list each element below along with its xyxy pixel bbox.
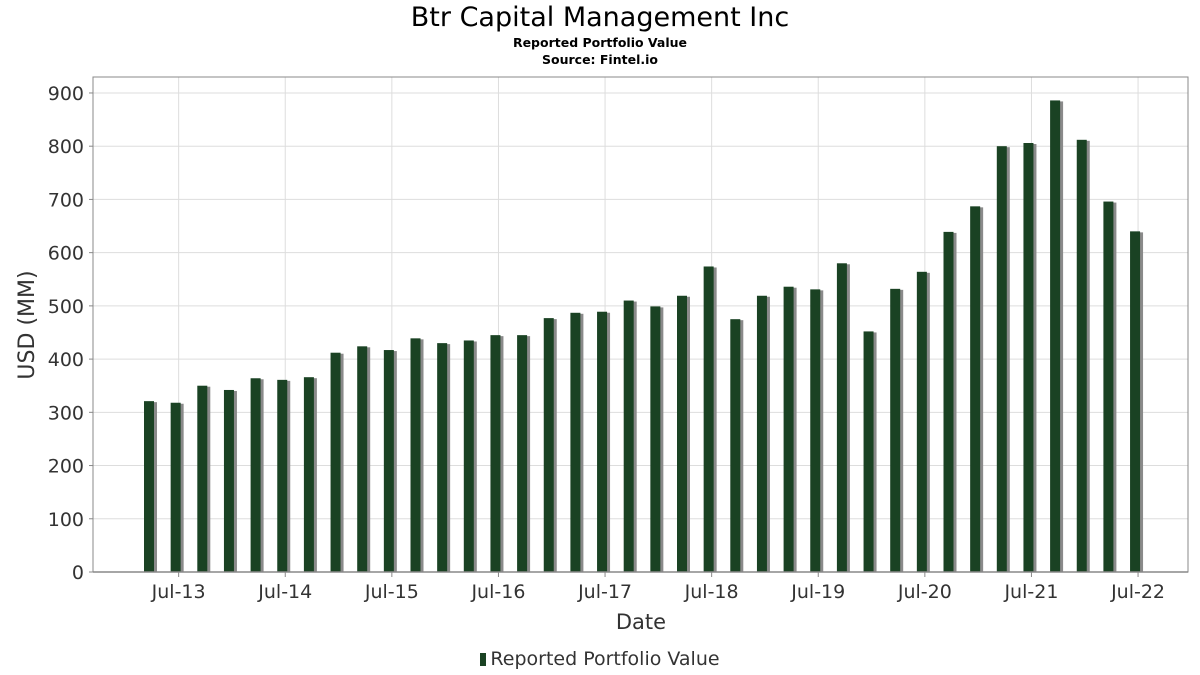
x-tick-label: Jul-18 <box>684 581 739 603</box>
legend: Reported Portfolio Value <box>0 648 1200 670</box>
y-tick-label: 100 <box>48 509 84 531</box>
y-tick-label: 900 <box>48 83 84 105</box>
bar <box>250 378 261 572</box>
bar <box>463 340 474 572</box>
bar <box>623 300 634 572</box>
bar <box>330 352 341 572</box>
x-tick-label: Jul-19 <box>790 581 845 603</box>
bar <box>836 263 847 572</box>
bar <box>570 312 581 572</box>
bar <box>783 286 794 572</box>
legend-swatch <box>480 653 487 666</box>
bar <box>437 343 448 572</box>
bar <box>410 338 421 572</box>
bar <box>916 271 927 572</box>
y-axis-title: USD (MM) <box>15 270 40 379</box>
bar <box>170 402 181 572</box>
bar <box>144 401 154 572</box>
x-axis-title: Date <box>616 610 666 634</box>
chart-subtitle: Reported Portfolio Value <box>512 35 688 50</box>
bar <box>277 379 288 572</box>
bar <box>943 231 954 573</box>
y-tick-label: 300 <box>48 402 84 424</box>
x-tick-label: Jul-20 <box>897 581 952 603</box>
bar <box>1130 231 1141 572</box>
bar <box>756 295 767 572</box>
y-tick-label: 400 <box>48 349 84 371</box>
y-tick-label: 0 <box>72 562 84 584</box>
x-tick-label: Jul-13 <box>151 581 206 603</box>
bar <box>383 350 394 572</box>
y-tick-label: 800 <box>48 136 84 158</box>
bar <box>863 331 874 572</box>
bar <box>810 289 821 572</box>
x-tick-label: Jul-14 <box>257 581 312 603</box>
bar <box>996 146 1007 572</box>
chart-source: Source: Fintel.io <box>542 52 658 67</box>
bar <box>1050 100 1061 572</box>
y-tick-label: 700 <box>48 189 84 211</box>
bar <box>1023 143 1034 572</box>
bar <box>490 335 501 572</box>
bar <box>677 295 687 572</box>
legend-label: Reported Portfolio Value <box>490 648 720 670</box>
bar <box>197 385 208 572</box>
x-tick-label: Jul-16 <box>470 581 525 603</box>
bar <box>303 377 314 572</box>
bar <box>597 311 608 572</box>
x-tick-label: Jul-21 <box>1003 581 1058 603</box>
bars <box>144 100 1144 573</box>
y-axis: 0 100 200 300 400 500 600 700 800 900 <box>48 83 93 584</box>
bar <box>650 306 661 572</box>
y-tick-label: 500 <box>48 296 84 318</box>
y-tick-label: 200 <box>48 456 84 478</box>
bar <box>543 318 554 572</box>
bar <box>1103 201 1114 572</box>
bar <box>223 389 234 572</box>
x-tick-label: Jul-17 <box>577 581 632 603</box>
x-axis: Jul-13 Jul-14 Jul-15 Jul-16 Jul-17 Jul-18 Jul-… <box>93 571 1188 603</box>
x-tick-label: Jul-22 <box>1110 581 1165 603</box>
bar <box>1076 139 1087 572</box>
bar <box>517 335 528 572</box>
bar <box>890 288 901 572</box>
bar <box>970 206 981 572</box>
x-tick-label: Jul-15 <box>364 581 419 603</box>
bar <box>357 346 368 572</box>
bar <box>703 266 714 572</box>
bar <box>730 319 741 572</box>
y-tick-label: 600 <box>48 243 84 265</box>
chart-title: Btr Capital Management Inc <box>410 2 790 33</box>
